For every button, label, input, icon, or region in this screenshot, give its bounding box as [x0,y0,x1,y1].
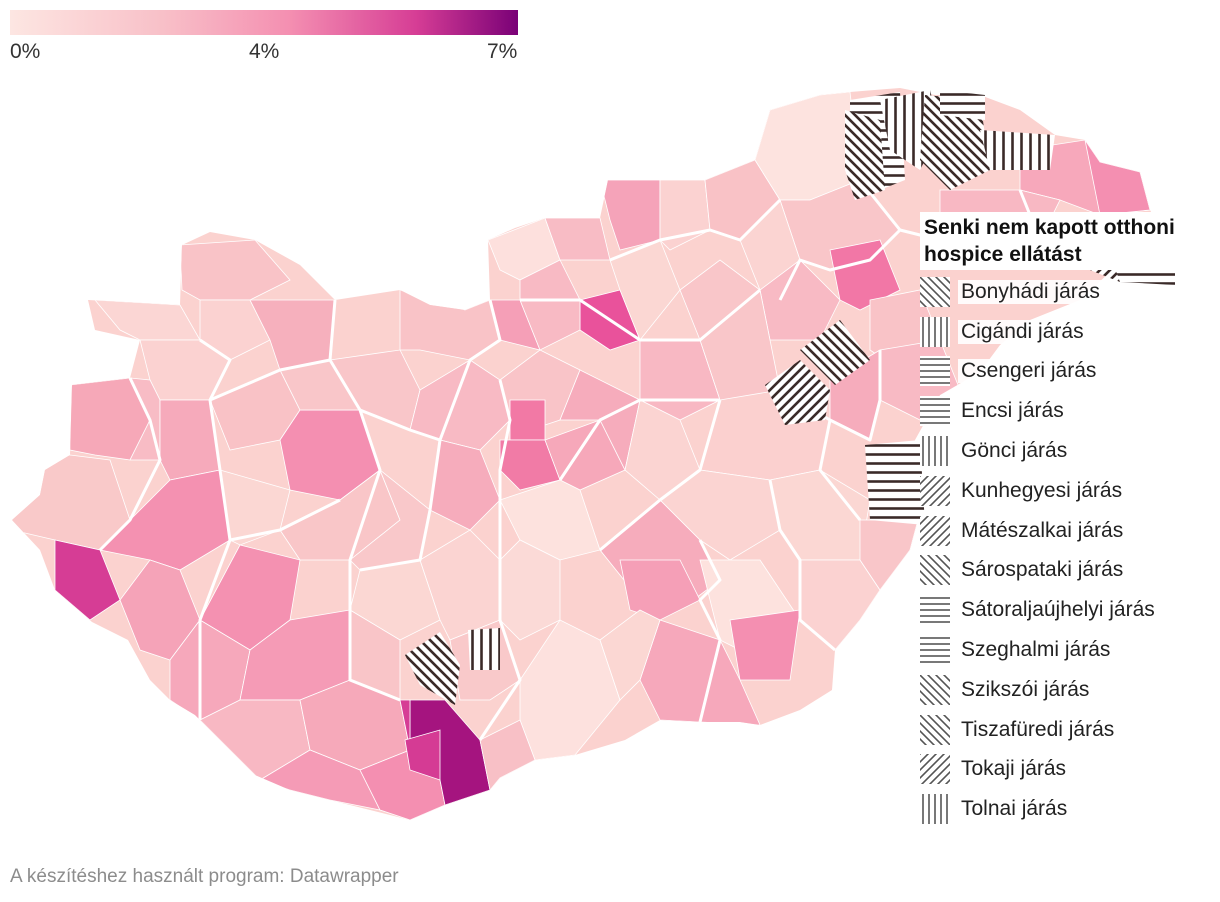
colorbar-tick-4: 4% [249,40,280,63]
legend-item: Szeghalmi járás [920,630,1220,670]
legend-item: Cigándi járás [920,312,1220,352]
legend-item-label: Tolnai járás [958,797,1071,822]
legend-item: Gönci járás [920,431,1220,471]
legend-swatch-horizontal [920,595,950,626]
credit-footer: A készítéshez használt program: Datawrap… [10,866,399,887]
district-bonyhadi [405,632,460,705]
legend-item: Csengeri járás [920,352,1220,392]
legend-item: Sárospataki járás [920,551,1220,591]
district-tolnai [468,628,500,670]
legend-swatch-diag-back [920,555,950,586]
legend-item-label: Bonyhádi járás [958,279,1103,304]
district-satoraljaujhelyi [940,90,985,120]
legend-swatch-diag-back [920,276,950,307]
legend-item-label: Kunhegyesi járás [958,478,1126,503]
legend-item-label: Szikszói járás [958,677,1093,702]
legend-swatch-vertical [920,794,950,825]
legend-swatch-vertical [920,436,950,467]
legend-swatch-horizontal [920,356,950,387]
legend-item-label: Gönci járás [958,439,1071,464]
colorbar-tick-7: 7% [487,40,518,63]
legend-swatch-horizontal [920,396,950,427]
district-tokaji [765,360,830,425]
legend-item: Bonyhádi járás [920,272,1220,312]
district-cigandi [980,130,1055,170]
legend-swatch-horizontal [920,635,950,666]
hungary-district-map [12,88,1175,820]
legend-item-label: Sárospataki járás [958,558,1127,583]
legend-title: Senki nem kapott otthoni hospice ellátás… [920,212,1220,270]
legend-item-label: Encsi járás [958,399,1067,424]
colorbar-tick-0: 0% [10,40,41,63]
color-scale-bar [10,10,518,35]
legend-item: Tiszafüredi járás [920,710,1220,750]
legend-item-label: Tokaji járás [958,757,1070,782]
legend-item-label: Cigándi járás [958,319,1087,344]
map-regions [12,88,1175,820]
legend: Senki nem kapott otthoni hospice ellátás… [920,212,1220,829]
district-sarospataki [920,95,990,190]
legend-item-label: Szeghalmi járás [958,638,1114,663]
legend-item: Kunhegyesi járás [920,471,1220,511]
no-hospice-districts [405,90,1175,705]
legend-item: Sátoraljaújhelyi járás [920,590,1220,630]
legend-item-label: Mátészalkai járás [958,518,1127,543]
legend-swatch-vertical [920,316,950,347]
legend-item: Szikszói járás [920,670,1220,710]
legend-item-label: Csengeri járás [958,359,1100,384]
district-tiszafuredi [800,320,870,385]
legend-swatch-diag-fwd [920,515,950,546]
legend-item: Tokaji járás [920,750,1220,790]
legend-swatch-diag-fwd [920,475,950,506]
district-szeghalmi [865,440,925,525]
legend-swatch-diag-back [920,714,950,745]
district-encsi [845,110,885,200]
legend-item: Encsi járás [920,391,1220,431]
legend-swatch-diag-fwd [920,754,950,785]
legend-item: Mátészalkai járás [920,511,1220,551]
legend-items: Bonyhádi járás Cigándi járás Csengeri járá… [920,272,1220,829]
legend-item-label: Sátoraljaújhelyi járás [958,598,1158,623]
legend-item-label: Tiszafüredi járás [958,717,1118,742]
legend-item: Tolnai járás [920,789,1220,829]
legend-swatch-diag-back [920,674,950,705]
